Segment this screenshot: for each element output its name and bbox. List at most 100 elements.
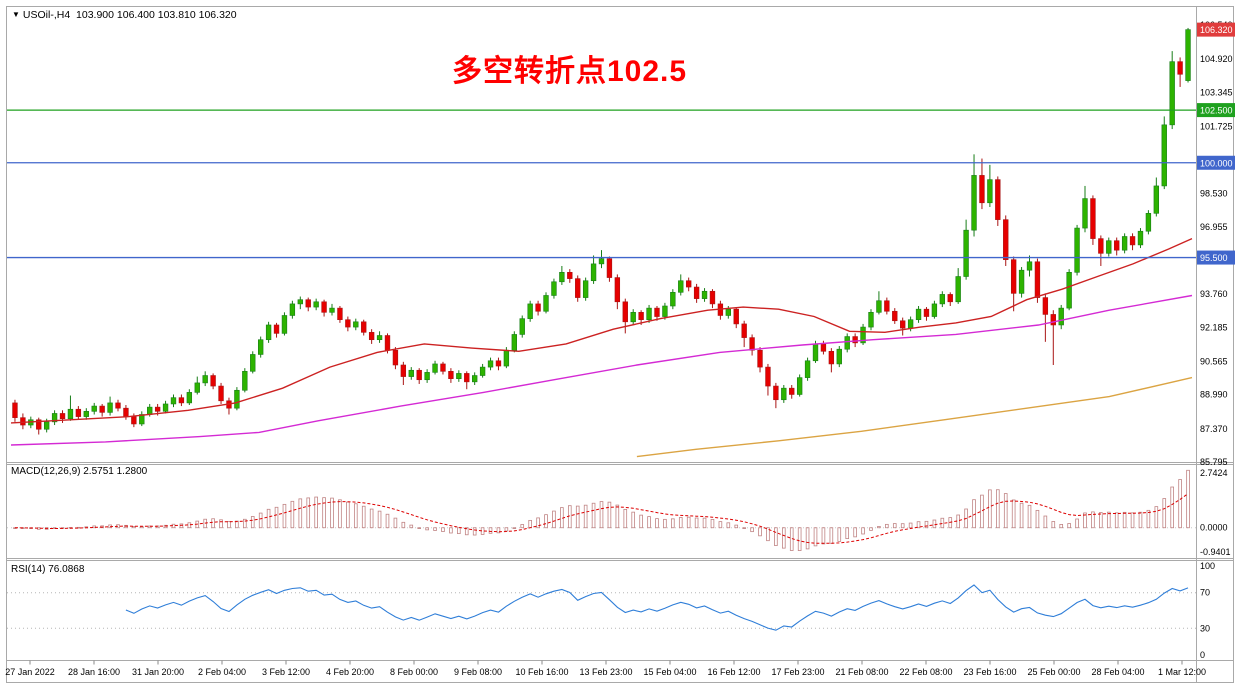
macd-bar: [1146, 509, 1151, 529]
macd-bar: [631, 511, 636, 529]
candle-body: [472, 375, 478, 383]
macd-bar: [1122, 511, 1127, 529]
candle-body: [337, 307, 343, 321]
candle-body: [503, 349, 510, 367]
price-axis-label: 103.345: [1200, 87, 1233, 97]
price-scale[interactable]: 106.540104.920103.345101.72598.53096.955…: [1197, 20, 1235, 660]
candle-body: [1098, 238, 1104, 254]
macd-bar: [520, 524, 525, 529]
candle-body: [1010, 259, 1017, 294]
candle-body: [646, 307, 652, 321]
candle-body: [75, 408, 82, 417]
candle-body: [820, 343, 827, 352]
candle-body: [131, 416, 137, 425]
macd-bar: [369, 508, 374, 529]
candle-body: [1185, 29, 1191, 81]
macd-bar: [1027, 504, 1032, 529]
candle-body: [147, 406, 153, 415]
candle-body: [678, 280, 684, 293]
moving-averages-layer: [10, 237, 1193, 458]
candle-body: [162, 403, 169, 412]
candle-body: [590, 263, 597, 282]
macd-axis-max: 2.7424: [1200, 468, 1228, 478]
macd-bar: [512, 527, 517, 529]
macd-bar: [306, 497, 311, 529]
macd-bar: [353, 503, 358, 529]
macd-bar: [845, 527, 850, 540]
horizontal-lines-layer[interactable]: [7, 109, 1196, 259]
rsi-layer: [7, 584, 1196, 631]
candle-body: [630, 312, 636, 323]
macd-bar: [377, 510, 382, 529]
macd-bar: [441, 527, 445, 532]
macd-bar: [702, 517, 707, 529]
price-axis-label: 90.565: [1200, 357, 1228, 367]
price-line-label-box: [1197, 250, 1235, 265]
candle-body: [812, 343, 819, 362]
macd-bar: [187, 522, 192, 529]
price-axis-label: 98.530: [1200, 189, 1228, 199]
macd-bar: [750, 527, 754, 533]
candle-body: [709, 290, 716, 305]
rsi-line: [125, 584, 1189, 631]
symbol-dropdown-icon[interactable]: ▼: [12, 10, 20, 19]
candle-body: [392, 349, 399, 366]
time-axis[interactable]: 27 Jan 2022 28 Jan 16:00 31 Jan 20:00 2 Feb…: [5, 660, 1206, 678]
macd-bar: [290, 500, 295, 529]
candle-body: [115, 402, 121, 409]
macd-bar: [694, 517, 699, 529]
macd-bar: [805, 527, 810, 550]
macd-bar: [726, 522, 731, 529]
macd-bar: [916, 521, 921, 529]
macd-bar: [718, 521, 723, 529]
macd-bar: [948, 517, 953, 529]
macd-bar: [393, 517, 398, 529]
candle-body: [1137, 230, 1144, 246]
candle-body: [99, 405, 105, 413]
candle-body: [91, 405, 97, 412]
candle-body: [789, 387, 795, 395]
macd-bar: [488, 527, 493, 534]
candle-body: [662, 305, 668, 317]
candle-body: [265, 324, 272, 341]
annotation-text: 多空转折点102.5: [452, 55, 688, 88]
macd-bar: [132, 526, 136, 529]
candle-body: [1018, 269, 1025, 294]
candle-body: [900, 320, 906, 329]
macd-bar: [1162, 498, 1167, 529]
macd-bar: [1019, 502, 1024, 529]
macd-bar: [655, 518, 659, 529]
candle-body: [210, 375, 216, 387]
candle-body: [400, 364, 407, 377]
candle-body: [852, 336, 858, 344]
macd-bar: [869, 527, 873, 531]
ma-fast-red: [10, 237, 1193, 424]
candle-body: [1074, 227, 1080, 273]
macd-bar: [528, 519, 532, 529]
candle-body: [83, 411, 89, 417]
macd-bar: [258, 512, 263, 529]
macd-bar: [988, 489, 992, 529]
macd-bar: [1099, 512, 1103, 529]
candle-body: [242, 371, 248, 391]
macd-bar: [266, 508, 271, 529]
macd-bar: [813, 527, 818, 547]
macd-bar: [1091, 511, 1095, 529]
time-axis-label: 16 Feb 12:00: [707, 667, 760, 677]
rsi-axis-label: 70: [1200, 588, 1210, 598]
macd-bar: [1067, 523, 1071, 529]
candle-body: [606, 258, 613, 278]
candle-body: [376, 335, 383, 341]
candle-body: [139, 414, 145, 425]
candle-body: [20, 417, 26, 426]
candle-body: [313, 301, 319, 308]
candle-body: [765, 366, 771, 387]
candle-body: [757, 349, 763, 368]
macd-bar: [647, 516, 651, 529]
macd-bar: [853, 527, 857, 538]
macd-bar: [908, 522, 913, 529]
macd-bar: [1083, 512, 1087, 529]
